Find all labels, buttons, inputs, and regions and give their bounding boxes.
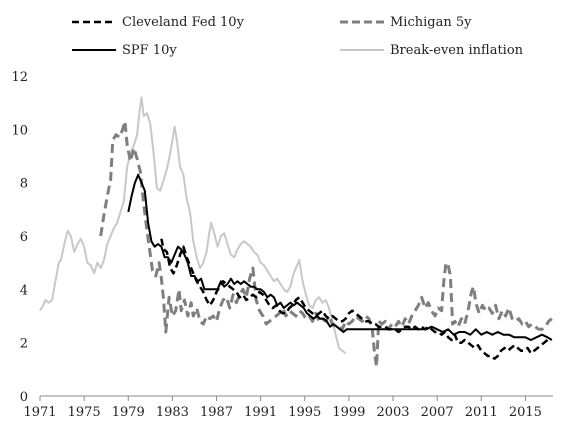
series-line-cleveland-fed-10y xyxy=(160,238,549,360)
x-tick-label-2003: 2003 xyxy=(376,405,409,420)
y-tick-label-8: 8 xyxy=(20,177,28,192)
x-tick-label-1983: 1983 xyxy=(156,405,189,420)
legend-label-break-even-inflation: Break-even inflation xyxy=(390,42,524,58)
series-line-break-even-inflation xyxy=(39,96,347,355)
y-tick-label-12: 12 xyxy=(11,70,28,85)
legend-swatch-spf-10y xyxy=(72,49,116,51)
legend-item-spf-10y: SPF 10y xyxy=(72,40,177,60)
legend-label-michigan-5y: Michigan 5y xyxy=(390,14,472,30)
legend-label-spf-10y: SPF 10y xyxy=(122,42,177,58)
y-tick-label-6: 6 xyxy=(20,230,28,245)
x-tick-label-2011: 2011 xyxy=(465,405,498,420)
x-tick-label-1979: 1979 xyxy=(112,405,145,420)
series-layer xyxy=(39,96,553,369)
y-tick-label-0: 0 xyxy=(20,390,28,405)
y-axis-tick-labels: 0 2 4 6 8 10 12 xyxy=(11,70,28,405)
x-tick-label-2007: 2007 xyxy=(421,405,454,420)
legend-item-michigan-5y: Michigan 5y xyxy=(340,12,471,32)
x-tick-label-1999: 1999 xyxy=(332,405,365,420)
x-tick-label-1975: 1975 xyxy=(68,405,101,420)
x-axis-tick-labels: 1971 1975 1979 1983 1987 1991 1995 1999 2003 2007… xyxy=(23,405,542,420)
x-tick-label-1991: 1991 xyxy=(244,405,277,420)
y-tick-label-2: 2 xyxy=(20,337,28,352)
legend-swatch-michigan-5y xyxy=(340,20,384,24)
legend-item-break-even-inflation: Break-even inflation xyxy=(340,40,523,60)
y-tick-label-4: 4 xyxy=(20,283,28,298)
legend-item-cleveland-fed-10y: Cleveland Fed 10y xyxy=(72,12,244,32)
legend-swatch-cleveland-fed-10y xyxy=(72,20,116,24)
legend-label-cleveland-fed-10y: Cleveland Fed 10y xyxy=(122,14,244,30)
x-tick-label-1995: 1995 xyxy=(288,405,321,420)
x-tick-label-1971: 1971 xyxy=(23,405,56,420)
legend-swatch-break-even-inflation xyxy=(340,49,384,51)
y-tick-label-10: 10 xyxy=(11,123,28,138)
x-tick-label-1987: 1987 xyxy=(200,405,233,420)
x-axis-ticks xyxy=(39,396,526,401)
x-tick-label-2015: 2015 xyxy=(509,405,542,420)
series-line-spf-10y xyxy=(127,173,553,341)
